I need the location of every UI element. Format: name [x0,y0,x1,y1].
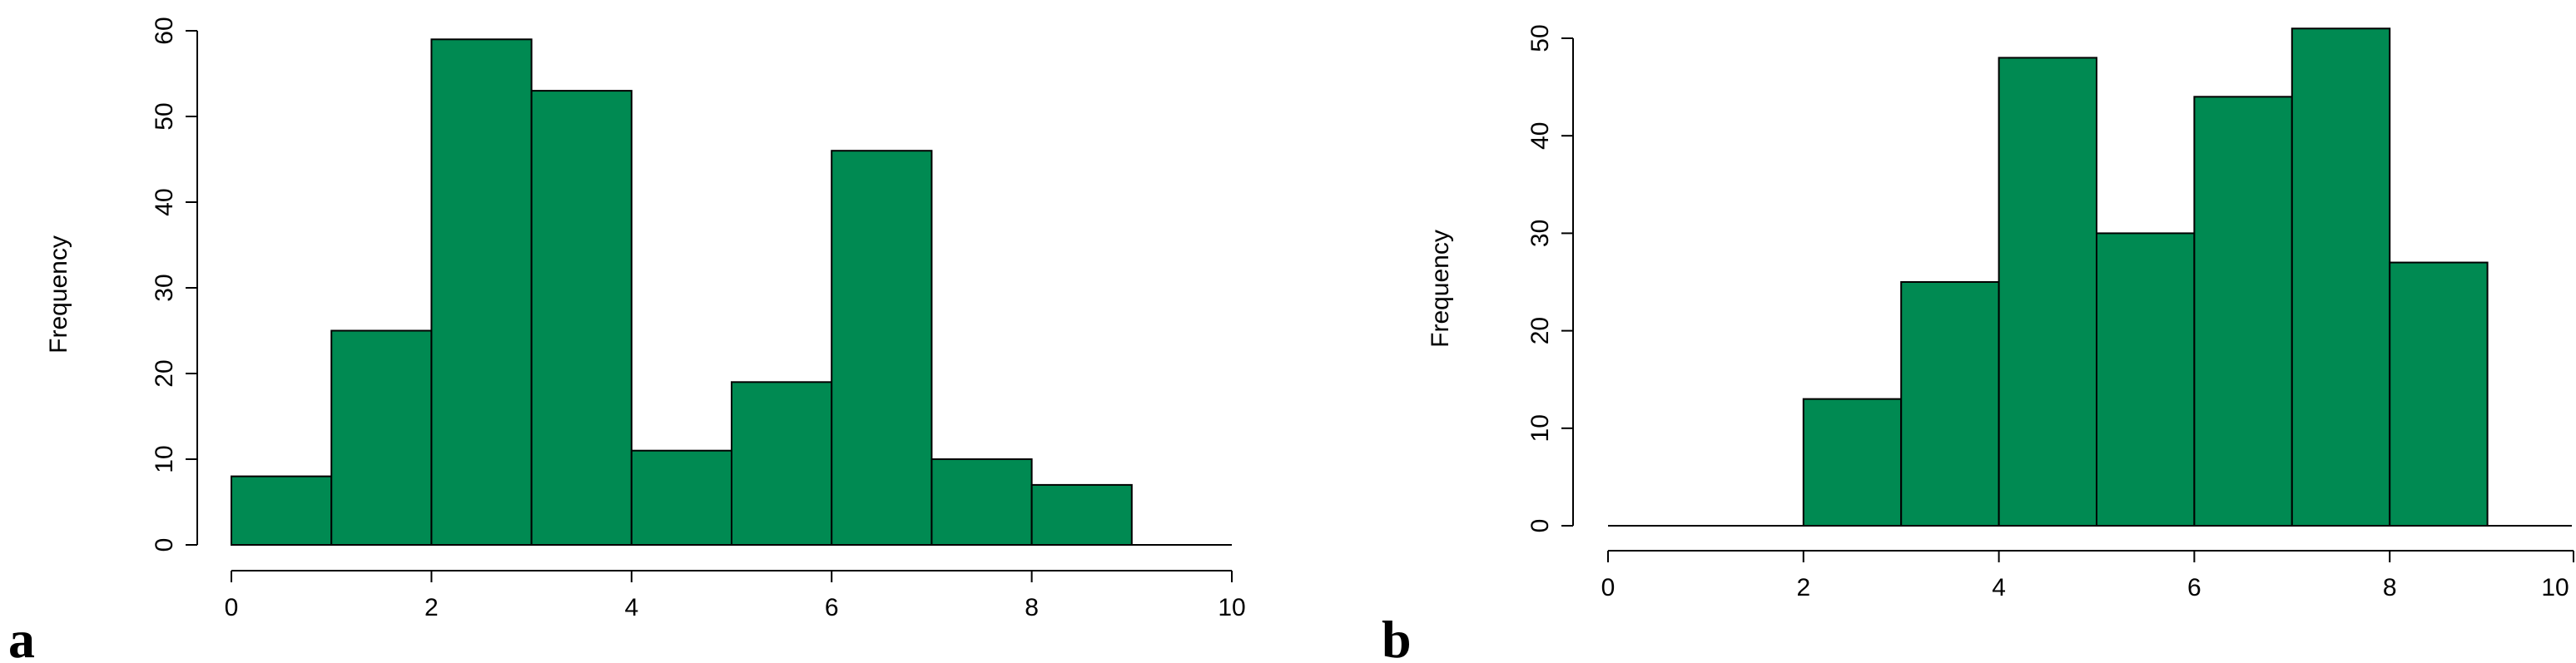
histogram-bar [1998,57,2098,527]
histogram-bar [630,449,732,547]
histogram-bar [2389,261,2489,527]
x-tick-label: 2 [424,594,439,621]
x-tick-label: 2 [1796,574,1810,601]
y-tick-label: 50 [151,102,178,130]
y-axis-label: Frequency [1427,230,1454,348]
y-tick-label: 60 [151,17,178,44]
x-tick-label: 0 [1601,574,1616,601]
histogram-bar [1030,483,1133,547]
y-tick-label: 40 [1526,122,1554,150]
histogram-bar [1900,281,2000,527]
x-tick-label: 4 [624,594,638,621]
y-tick-label: 20 [1526,317,1554,344]
y-tick-label: 0 [151,538,178,552]
x-tick-label: 4 [1992,574,2006,601]
histogram-bar [530,90,633,547]
y-tick-label: 10 [151,445,178,473]
y-tick-label: 50 [1526,24,1554,52]
panel-label: b [1382,610,1412,663]
x-tick-label: 8 [1025,594,1039,621]
histogram-bar [330,329,433,546]
y-tick-label: 10 [1526,414,1554,442]
histogram-bar [731,381,833,546]
histogram-bar [231,475,333,546]
y-tick-label: 0 [1526,519,1554,533]
x-tick-label: 6 [825,594,839,621]
y-tick-label: 20 [151,359,178,387]
y-axis-label: Frequency [45,235,72,354]
x-tick-label: 10 [2541,574,2569,601]
histogram-bar [1802,398,1903,527]
y-tick-label: 30 [1526,220,1554,247]
x-tick-label: 0 [225,594,239,621]
y-tick-label: 40 [151,188,178,215]
histogram-bar [931,458,1033,546]
x-tick-label: 6 [2187,574,2201,601]
histogram-bar [2291,27,2391,527]
histogram-bar [430,38,533,547]
panel-label: a [8,610,35,663]
x-tick-label: 8 [2383,574,2397,601]
y-tick-label: 30 [151,274,178,301]
histogram-bar [2096,232,2196,527]
histogram-bar [831,150,933,546]
histogram-panel-b: 0 2 4 6 8 10 0 10 20 30 40 50 Frequency b [1382,24,2574,663]
x-tick-label: 10 [1218,594,1245,621]
histogram-bar [2193,96,2293,527]
histogram-panel-a: 0 2 4 6 8 10 0 10 20 30 40 50 60 Frequency a [8,17,1246,663]
